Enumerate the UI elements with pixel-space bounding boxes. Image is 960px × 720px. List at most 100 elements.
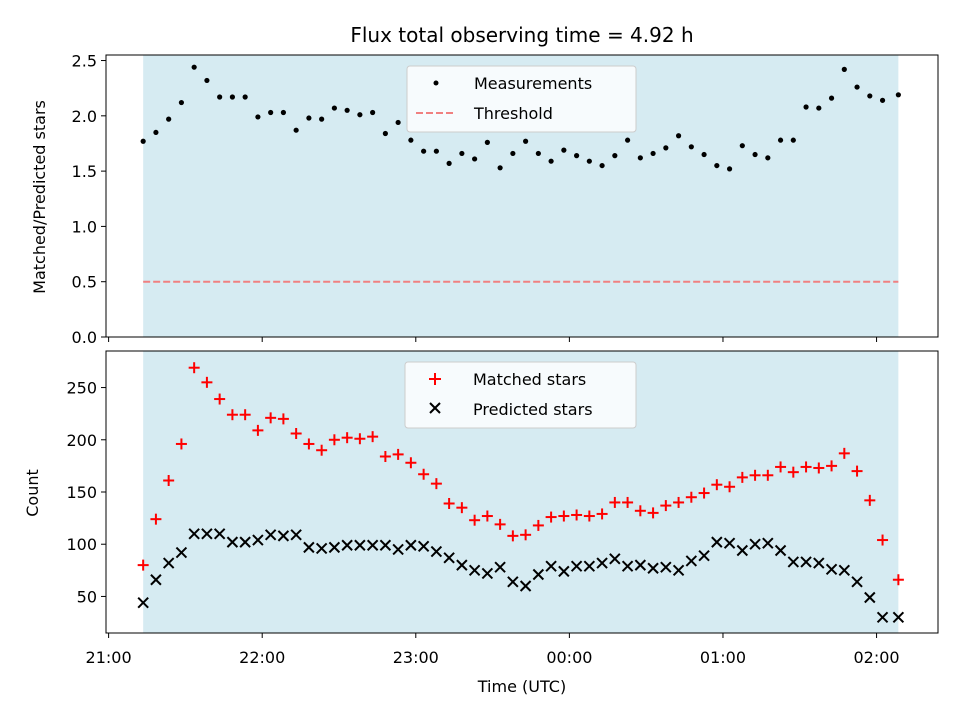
- matched-point: [175, 438, 187, 450]
- matched-point: [405, 457, 417, 469]
- measurement-point: [790, 137, 796, 143]
- matched-point: [583, 510, 595, 522]
- matched-point: [571, 509, 583, 521]
- matched-point: [698, 487, 710, 499]
- matched-point: [596, 508, 608, 520]
- predicted-point: [354, 539, 366, 551]
- matched-point: [481, 510, 493, 522]
- measurement-point: [879, 97, 886, 103]
- predicted-point: [175, 546, 188, 559]
- measurement-point: [714, 162, 720, 169]
- measurement-point: [344, 107, 350, 113]
- y-tick-label: 0.0: [72, 328, 97, 347]
- measurement-point: [459, 150, 465, 157]
- measurement-point: [166, 116, 172, 122]
- measurement-point: [688, 144, 694, 150]
- matched-point: [545, 511, 557, 523]
- measurement-point: [816, 105, 822, 111]
- y-tick-label: 50: [77, 587, 97, 606]
- measurements-legend-label: Measurements: [474, 74, 592, 93]
- matched-point: [188, 362, 200, 374]
- predicted-point: [698, 550, 710, 562]
- matched-point: [813, 462, 825, 474]
- predicted-point: [532, 568, 545, 581]
- matched-legend-marker: [429, 373, 441, 385]
- matched-point: [736, 471, 748, 483]
- predicted-legend-marker: [429, 402, 441, 414]
- measurement-point: [472, 156, 478, 162]
- measurement-point: [854, 84, 860, 90]
- predicted-point: [226, 536, 239, 548]
- matched-point: [443, 497, 455, 509]
- y-tick-label: 0.5: [72, 273, 97, 292]
- matched-point: [163, 475, 175, 487]
- predicted-point: [264, 529, 277, 541]
- matched-point: [851, 465, 863, 477]
- matched-point: [137, 559, 149, 571]
- matched-point: [341, 432, 353, 444]
- predicted-point: [583, 560, 596, 572]
- matched-point: [724, 481, 736, 493]
- measurement-point: [675, 133, 682, 139]
- measurement-point: [357, 112, 363, 118]
- matched-point: [265, 412, 277, 424]
- predicted-point: [162, 557, 175, 569]
- predicted-point: [787, 556, 800, 568]
- measurement-point: [586, 158, 592, 164]
- predicted-point: [736, 544, 749, 557]
- matched-point: [685, 491, 697, 503]
- measurement-point: [535, 150, 541, 157]
- matched-point: [316, 444, 328, 456]
- matched-point: [494, 518, 506, 530]
- predicted-point: [864, 591, 876, 604]
- ratio-panel: 0.0 0.5 1.0 1.5 2.0 2.5 Flux total observing …: [30, 23, 939, 347]
- x-tick-label: 23:00: [393, 648, 439, 667]
- measurement-point: [599, 162, 605, 169]
- x-tick-label: 00:00: [546, 648, 592, 667]
- predicted-point: [328, 541, 341, 554]
- matched-point: [864, 494, 876, 506]
- predicted-point: [379, 539, 392, 551]
- measurement-point: [153, 129, 159, 136]
- matched-point: [838, 447, 850, 459]
- predicted-point: [315, 542, 328, 555]
- measurement-point: [739, 143, 745, 149]
- measurement-point: [370, 109, 376, 116]
- predicted-point: [366, 539, 379, 551]
- measurement-point: [663, 145, 669, 151]
- measurements-legend-marker: [433, 80, 439, 86]
- predicted-point: [341, 539, 353, 551]
- measurement-point: [867, 93, 873, 99]
- y-tick-label: 1.0: [72, 217, 97, 236]
- predicted-point: [239, 536, 251, 548]
- x-tick-label: 22:00: [239, 648, 285, 667]
- predicted-point: [290, 529, 302, 541]
- measurement-point: [268, 109, 274, 116]
- measurement-point: [765, 155, 771, 161]
- threshold-legend-label: Threshold: [473, 104, 553, 123]
- predicted-point: [137, 597, 149, 609]
- measurement-point: [178, 99, 185, 106]
- predicted-point: [685, 555, 698, 567]
- matched-point: [558, 510, 570, 522]
- plot-frame: [105, 54, 939, 338]
- matched-point: [532, 519, 544, 531]
- matched-point: [609, 496, 621, 508]
- measurement-point: [280, 109, 286, 116]
- measurement-point: [408, 137, 414, 143]
- matched-point: [711, 479, 723, 491]
- y-tick-label: 250: [66, 379, 97, 398]
- predicted-point: [507, 576, 519, 588]
- measurement-point: [331, 105, 337, 111]
- predicted-point: [277, 530, 290, 542]
- matched-point: [892, 574, 904, 586]
- x-tick-label: 21:00: [86, 648, 132, 667]
- predicted-point: [443, 552, 455, 564]
- predicted-point: [201, 528, 213, 540]
- x-tick-label: 01:00: [700, 648, 746, 667]
- measurement-point: [637, 155, 643, 161]
- matched-point: [303, 438, 315, 450]
- y-tick-label: 2.5: [72, 52, 97, 71]
- predicted-point: [813, 557, 825, 569]
- measurement-point: [217, 94, 223, 100]
